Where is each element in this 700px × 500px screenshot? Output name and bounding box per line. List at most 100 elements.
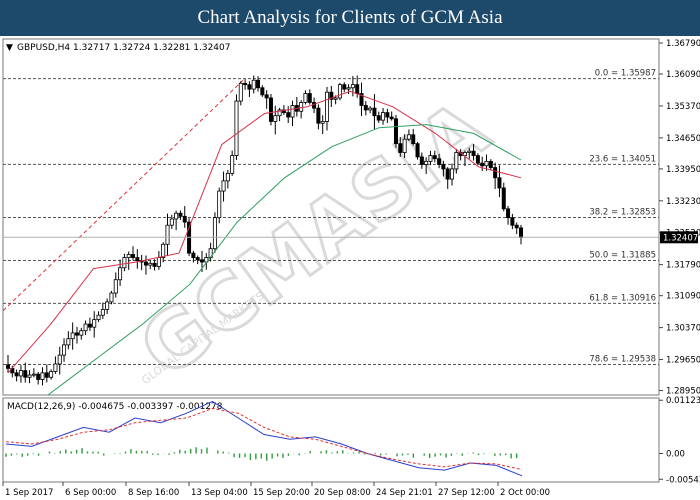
candle-body	[152, 262, 157, 267]
price-tick-label: 1.30370	[666, 324, 700, 334]
time-tick-label: 20 Sep 08:00	[314, 488, 371, 498]
candle-body	[484, 160, 489, 167]
candle-body	[260, 87, 265, 96]
candle-body	[402, 138, 407, 153]
candle-body	[462, 152, 467, 156]
candle-body	[398, 143, 403, 153]
candle-body	[372, 107, 377, 117]
candle-body	[87, 323, 92, 328]
candle-body	[363, 105, 368, 111]
candle-body	[488, 160, 493, 168]
candle-body	[281, 109, 286, 113]
candle-body	[195, 257, 200, 261]
candle-body	[359, 93, 364, 106]
candle-body	[113, 279, 118, 294]
candle-body	[299, 101, 304, 112]
candle-body	[320, 121, 325, 124]
candle-body	[342, 84, 347, 90]
chart-area: GCMASIA GLOBAL CAPITAL MARKETS ▼ GBPUSD,…	[0, 36, 700, 500]
candle-body	[368, 107, 373, 111]
candle-body	[437, 158, 442, 165]
candle-body	[337, 84, 342, 99]
candle-body	[100, 309, 105, 316]
candle-body	[415, 143, 420, 158]
candle-body	[169, 218, 174, 226]
candle-body	[454, 152, 459, 170]
candle-body	[497, 177, 502, 189]
candle-body	[49, 371, 54, 378]
fib-level-label: 0.0 = 1.35987	[595, 69, 656, 79]
candle-body	[475, 155, 480, 164]
candle-body	[14, 372, 19, 377]
ma-fast-line	[7, 90, 522, 374]
candle-body	[40, 372, 45, 380]
candle-body	[277, 109, 282, 117]
candle-body	[96, 314, 101, 321]
candle-body	[286, 112, 291, 118]
price-tick-label: 1.36090	[666, 70, 700, 80]
candle-body	[346, 87, 351, 90]
price-tick-label: 1.35370	[666, 102, 700, 112]
candle-body	[243, 82, 248, 86]
candle-body	[36, 373, 41, 380]
candle-body	[225, 172, 230, 182]
time-tick-label: 1 Sep 2017	[5, 488, 53, 498]
candle-body	[312, 101, 317, 109]
macd-tick-label: 0.00	[666, 450, 685, 460]
time-tick-label: 13 Sep 04:00	[191, 488, 248, 498]
candle-body	[126, 254, 131, 258]
candle-body	[519, 227, 524, 239]
candle-body	[23, 370, 28, 378]
candle-body	[70, 332, 75, 340]
candle-body	[53, 363, 58, 372]
price-tick-label: 1.36790	[666, 39, 700, 49]
fib-level-label: 61.8 = 1.30916	[589, 293, 656, 303]
candle-body	[406, 134, 411, 140]
time-tick-label: 2 Oct 00:00	[500, 488, 550, 498]
signal-line	[5, 407, 523, 471]
candle-body	[501, 187, 506, 210]
candle-body	[268, 97, 273, 122]
candle-body	[290, 105, 295, 118]
time-tick-label: 15 Sep 20:00	[253, 488, 310, 498]
candle-body	[191, 252, 196, 258]
candle-body	[376, 115, 381, 121]
candle-body	[27, 374, 32, 378]
candle-body	[221, 180, 226, 192]
candle-body	[333, 97, 338, 100]
candle-body	[118, 267, 123, 281]
candle-body	[510, 217, 515, 226]
candle-body	[467, 150, 472, 153]
candle-body	[66, 338, 71, 346]
candle-body	[506, 208, 511, 219]
candle-body	[79, 330, 84, 336]
candle-body	[109, 292, 114, 303]
candle-body	[156, 257, 161, 267]
candle-body	[441, 164, 446, 170]
collapse-arrow-icon[interactable]: ▼	[6, 43, 13, 53]
candle-body	[135, 257, 140, 262]
candle-body	[105, 301, 110, 310]
candle-body	[6, 364, 11, 369]
price-tick-label: 1.33950	[666, 165, 700, 175]
price-tick-label: 1.28950	[666, 387, 700, 397]
price-tick-label: 1.31090	[666, 292, 700, 302]
candle-body	[131, 254, 136, 258]
time-tick-label: 8 Sep 16:00	[128, 488, 179, 498]
candle-body	[303, 93, 308, 103]
price-header: GBPUSD,H4 1.32717 1.32724 1.32281 1.3240…	[17, 43, 230, 53]
time-tick-label: 27 Sep 12:00	[438, 488, 495, 498]
candle-body	[325, 91, 330, 122]
candle-body	[256, 79, 261, 89]
fib-level-label: 78.6 = 1.29538	[589, 354, 656, 364]
candle-body	[445, 168, 450, 180]
candle-body	[74, 332, 79, 336]
price-tick-label: 1.34650	[666, 134, 700, 144]
current-price-tag	[660, 231, 698, 244]
candle-body	[57, 354, 62, 365]
candle-body	[143, 261, 148, 266]
candle-body	[273, 115, 278, 122]
banner-title: Chart Analysis for Clients of GCM Asia	[0, 0, 700, 36]
candle-body	[381, 112, 386, 121]
time-tick-label: 6 Sep 00:00	[65, 488, 116, 498]
